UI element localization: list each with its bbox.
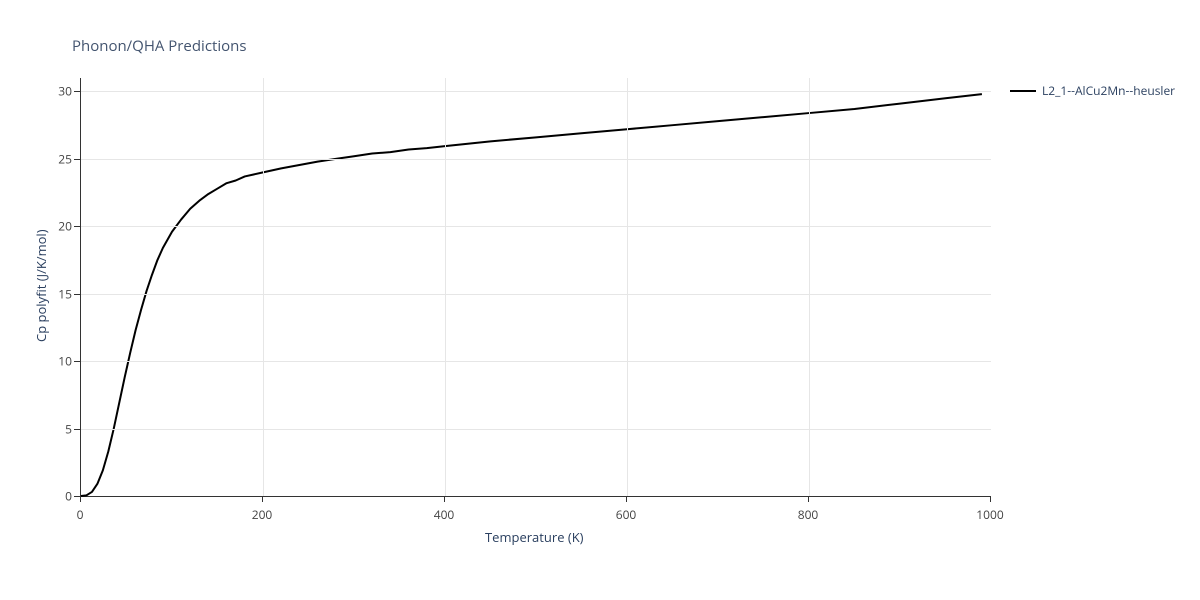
grid-line-h [81, 226, 991, 227]
series-layer [81, 78, 991, 496]
legend: L2_1--AlCu2Mn--heusler [1010, 82, 1175, 99]
y-tick-mark [74, 226, 80, 227]
x-axis-label: Temperature (K) [485, 528, 584, 546]
y-tick-label: 0 [50, 488, 72, 505]
grid-line-h [81, 361, 991, 362]
x-tick-mark [444, 496, 445, 502]
y-tick-label: 25 [50, 150, 72, 167]
grid-line-h [81, 159, 991, 160]
chart-title: Phonon/QHA Predictions [72, 36, 247, 56]
x-tick-mark [80, 496, 81, 502]
grid-line-v [627, 78, 628, 496]
grid-line-v [263, 78, 264, 496]
x-tick-mark [990, 496, 991, 502]
y-tick-label: 30 [50, 83, 72, 100]
y-tick-mark [74, 496, 80, 497]
series-line [81, 94, 982, 496]
y-tick-label: 10 [50, 353, 72, 370]
x-tick-label: 800 [798, 506, 819, 523]
y-tick-mark [74, 429, 80, 430]
legend-label: L2_1--AlCu2Mn--heusler [1042, 82, 1175, 99]
grid-line-v [445, 78, 446, 496]
y-tick-mark [74, 91, 80, 92]
x-tick-label: 600 [616, 506, 637, 523]
x-tick-mark [262, 496, 263, 502]
grid-line-v [809, 78, 810, 496]
y-tick-mark [74, 159, 80, 160]
y-tick-label: 5 [50, 420, 72, 437]
x-tick-mark [808, 496, 809, 502]
y-tick-label: 15 [50, 285, 72, 302]
y-tick-mark [74, 294, 80, 295]
grid-line-h [81, 429, 991, 430]
plot-area [80, 78, 991, 497]
y-tick-mark [74, 361, 80, 362]
x-tick-label: 1000 [976, 506, 1003, 523]
x-tick-label: 0 [77, 506, 84, 523]
grid-line-h [81, 294, 991, 295]
chart-container: Phonon/QHA Predictions Temperature (K) C… [0, 0, 1200, 600]
grid-line-h [81, 91, 991, 92]
legend-swatch [1010, 90, 1036, 92]
x-tick-label: 400 [434, 506, 455, 523]
x-tick-mark [626, 496, 627, 502]
y-axis-label: Cp polyfit (J/K/mol) [32, 229, 50, 342]
y-tick-label: 20 [50, 218, 72, 235]
x-tick-label: 200 [252, 506, 273, 523]
